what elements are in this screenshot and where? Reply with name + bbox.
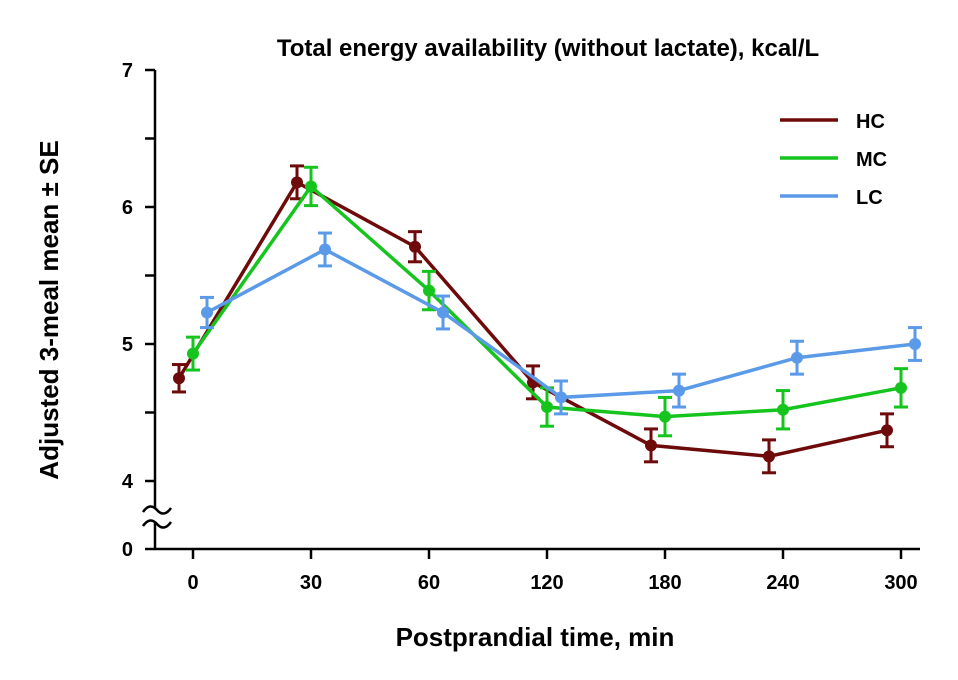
y-tick-label: 7	[122, 60, 133, 82]
x-tick-label: 60	[418, 572, 440, 594]
axis-break-mark	[141, 505, 173, 515]
data-point	[555, 391, 567, 404]
y-tick-label: 4	[122, 471, 134, 493]
x-tick-label: 240	[766, 572, 799, 594]
legend-label: MC	[856, 149, 887, 171]
data-point	[305, 180, 317, 193]
data-point	[173, 372, 185, 385]
x-tick-label: 180	[648, 572, 681, 594]
x-tick-label: 30	[300, 572, 322, 594]
data-point	[881, 424, 893, 437]
data-point	[319, 243, 331, 256]
data-point	[777, 403, 789, 416]
y-tick-label: 0	[122, 539, 133, 561]
data-point	[423, 284, 435, 297]
x-tick-label: 0	[187, 572, 198, 594]
data-point	[541, 401, 553, 414]
series-MC	[186, 165, 908, 438]
data-point	[437, 306, 449, 319]
data-point	[763, 450, 775, 463]
x-tick-label: 120	[530, 572, 563, 594]
x-axis-label: Postprandial time, min	[396, 622, 675, 652]
chart-title: Total energy availability (without lacta…	[277, 35, 819, 62]
data-point	[659, 410, 671, 423]
x-tick-label: 300	[884, 572, 917, 594]
series-HC	[172, 164, 894, 475]
y-axis-label: Adjusted 3-meal mean ± SE	[34, 140, 64, 479]
legend-label: LC	[856, 187, 883, 209]
data-point	[673, 384, 685, 397]
data-point	[409, 240, 421, 253]
data-point	[187, 347, 199, 360]
data-point	[791, 351, 803, 364]
data-point	[909, 338, 921, 350]
axis-break-mark	[141, 519, 173, 529]
data-point	[291, 176, 303, 189]
legend-label: HC	[856, 111, 885, 133]
y-tick-label: 5	[122, 334, 133, 356]
y-tick-label: 6	[122, 197, 133, 219]
series-line	[206, 247, 916, 400]
series-LC	[200, 231, 922, 416]
data-point	[645, 439, 657, 452]
data-point	[895, 381, 907, 394]
data-point	[201, 306, 213, 319]
series-line	[191, 183, 902, 419]
